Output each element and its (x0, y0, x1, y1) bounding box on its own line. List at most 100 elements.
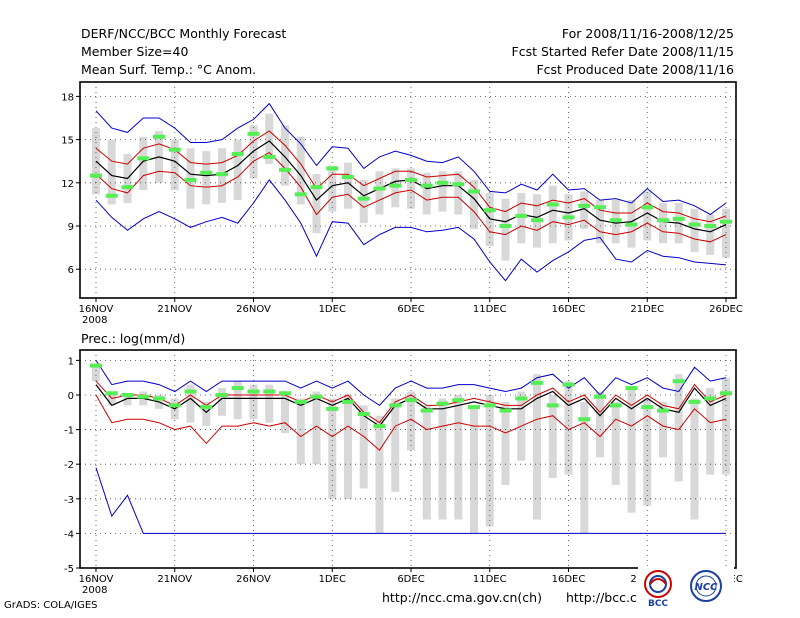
observed-marker (231, 386, 244, 391)
spread-bar (265, 113, 274, 165)
observed-marker (405, 177, 417, 182)
observed-marker (326, 406, 339, 411)
spread-bar (328, 165, 337, 212)
x-tick-label: 16DEC (552, 304, 586, 315)
observed-marker (704, 224, 717, 228)
observed-marker (483, 403, 496, 408)
y-tick-label: -1 (64, 426, 74, 437)
observed-marker (105, 391, 118, 396)
observed-marker (657, 408, 669, 413)
observed-marker (420, 183, 433, 188)
spread-bar (359, 179, 368, 224)
spread-bar (344, 162, 352, 209)
spread-bar (359, 405, 368, 489)
forecast-period-label: For 2008/11/16-2008/12/25 (561, 26, 734, 41)
observed-marker (137, 156, 150, 161)
spread-bar (375, 415, 384, 534)
observed-marker (720, 219, 732, 224)
observed-marker (499, 224, 512, 228)
series-spread-inner-upper (95, 130, 727, 223)
spread-bar (580, 191, 589, 229)
observed-marker (452, 182, 465, 187)
observed-marker (594, 205, 606, 210)
spread-bar (249, 384, 258, 420)
spread-bar (123, 394, 132, 406)
x-tick-label: 6DEC (397, 304, 424, 315)
observed-marker (342, 399, 354, 404)
spread-bar (454, 394, 463, 520)
spread-bar (533, 374, 541, 520)
agency-logos: BCC NCC (638, 566, 734, 610)
bcc-url-link[interactable]: http://bcc.c (566, 590, 637, 605)
series-spread-outer-lower (95, 467, 726, 534)
spread-bar (643, 398, 652, 506)
spread-bar (596, 200, 604, 244)
observed-marker (562, 382, 575, 387)
observed-marker (688, 222, 701, 227)
spread-bar (659, 401, 667, 458)
observed-marker (90, 363, 102, 368)
spread-bar (643, 191, 652, 241)
spread-bar (706, 214, 715, 255)
observed-marker (483, 208, 496, 213)
spread-bar (407, 168, 415, 209)
series-spread-outer-lower (95, 179, 727, 282)
observed-marker (468, 189, 480, 194)
observed-marker (357, 412, 370, 417)
y-tick-label: -2 (64, 460, 74, 471)
spread-bar (281, 391, 289, 434)
spread-bar (296, 398, 305, 465)
y-tick-label: 15 (61, 136, 74, 147)
y-tick-label: 0 (68, 391, 74, 402)
observed-marker (546, 403, 559, 408)
spread-bar (690, 398, 699, 520)
x-tick-label: 21DEC (630, 304, 664, 315)
spread-bar (139, 136, 148, 190)
observed-marker (153, 396, 165, 401)
x-tick-label: 21NOV (157, 304, 192, 315)
x-tick-label: 16NOV (79, 574, 114, 585)
observed-marker (609, 218, 622, 223)
observed-marker (657, 218, 669, 223)
x-tick-label: 1DEC (319, 304, 346, 315)
observed-marker (546, 202, 559, 207)
observed-marker (672, 379, 685, 384)
x-tick-label: 11DEC (473, 304, 507, 315)
x-tick-label: 11DEC (473, 574, 507, 585)
y-tick-label: 9 (68, 222, 74, 233)
spread-bar (564, 381, 573, 475)
observed-marker (562, 215, 575, 220)
produced-date-label: Fcst Produced Date 2008/11/16 (536, 62, 734, 77)
x-tick-label: 26NOV (236, 574, 271, 585)
member-size-label: Member Size=40 (81, 44, 189, 59)
x-tick-label: 2008 (82, 315, 107, 326)
spread-bar (722, 208, 730, 258)
observed-marker (200, 170, 213, 175)
spread-bar (312, 174, 321, 234)
x-tick-label: 1DEC (319, 574, 346, 585)
spread-bar (233, 139, 242, 201)
spread-bar (344, 394, 352, 499)
observed-marker (420, 408, 433, 413)
spread-bar (580, 401, 589, 534)
spread-bar (659, 202, 667, 244)
y-tick-label: -4 (64, 529, 74, 540)
ncc-url-link[interactable]: http://ncc.cma.gov.cn(ch) (382, 590, 542, 605)
spread-bar (690, 208, 699, 252)
observed-marker (263, 154, 276, 159)
spread-bar (422, 172, 431, 215)
observed-marker (263, 389, 276, 394)
x-tick-label: 6DEC (397, 574, 424, 585)
spread-bar (233, 381, 242, 420)
x-tick-label: 21NOV (157, 574, 192, 585)
variable-label: Mean Surf. Temp.: °C Anom. (81, 62, 257, 77)
spread-bar (517, 192, 526, 244)
bcc-logo-text: BCC (648, 599, 668, 609)
observed-marker (531, 218, 543, 223)
spread-bar (186, 384, 195, 423)
spread-bar (107, 139, 116, 205)
spread-bar (438, 398, 447, 520)
precip-panel-title: Prec.: log(mm/d) (81, 331, 186, 346)
observed-marker (216, 392, 228, 397)
